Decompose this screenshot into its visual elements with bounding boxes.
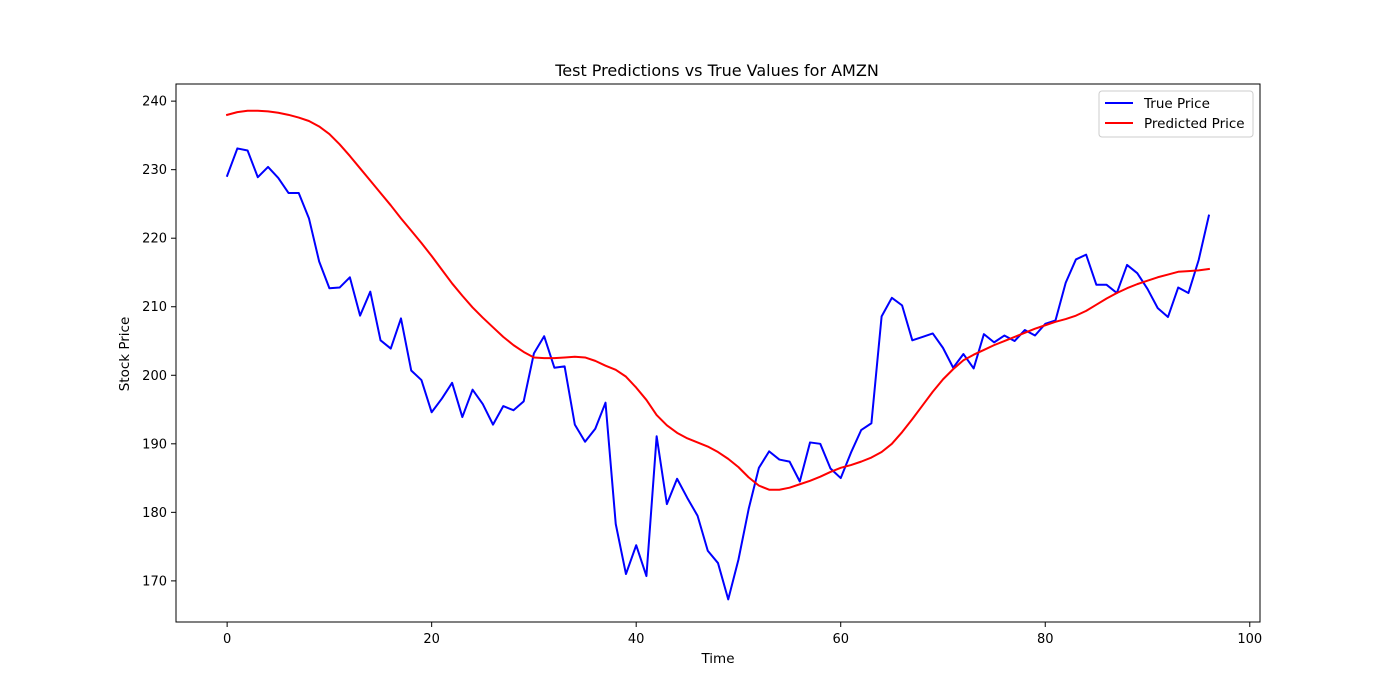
legend-box <box>1098 90 1254 138</box>
x-tick-label-80: 80 <box>1037 632 1054 647</box>
y-tick-label-240: 240 <box>142 95 167 110</box>
x-tick-label-40: 40 <box>628 632 645 647</box>
legend-label-true-price: True Price <box>1143 96 1210 112</box>
y-tick-label-230: 230 <box>142 163 167 178</box>
x-axis-label: Time <box>700 651 734 667</box>
y-tick-label-170: 170 <box>142 574 167 589</box>
y-axis-label: Stock Price <box>117 317 133 392</box>
plot-area <box>225 109 1211 601</box>
y-tick-label-210: 210 <box>142 300 167 315</box>
y-tick-label-200: 200 <box>142 369 167 384</box>
x-tick-label-100: 100 <box>1237 632 1262 647</box>
y-tick-label-220: 220 <box>142 232 167 247</box>
x-tick-label-20: 20 <box>423 632 440 647</box>
y-tick-label-190: 190 <box>142 437 167 452</box>
series-line-predicted-price <box>225 109 1210 491</box>
legend: True Price Predicted Price <box>1098 90 1254 138</box>
axes-frame <box>175 83 1261 623</box>
chart-title: Test Predictions vs True Values for AMZN <box>554 61 879 80</box>
y-axis: 170 180 190 200 210 220 230 240 <box>142 95 176 589</box>
x-axis: 0 20 40 60 80 100 <box>223 622 1262 647</box>
y-tick-label-180: 180 <box>142 506 167 521</box>
series-line-true-price <box>225 147 1211 601</box>
legend-label-predicted-price: Predicted Price <box>1144 116 1245 132</box>
x-tick-label-60: 60 <box>832 632 849 647</box>
x-tick-label-0: 0 <box>223 632 231 647</box>
